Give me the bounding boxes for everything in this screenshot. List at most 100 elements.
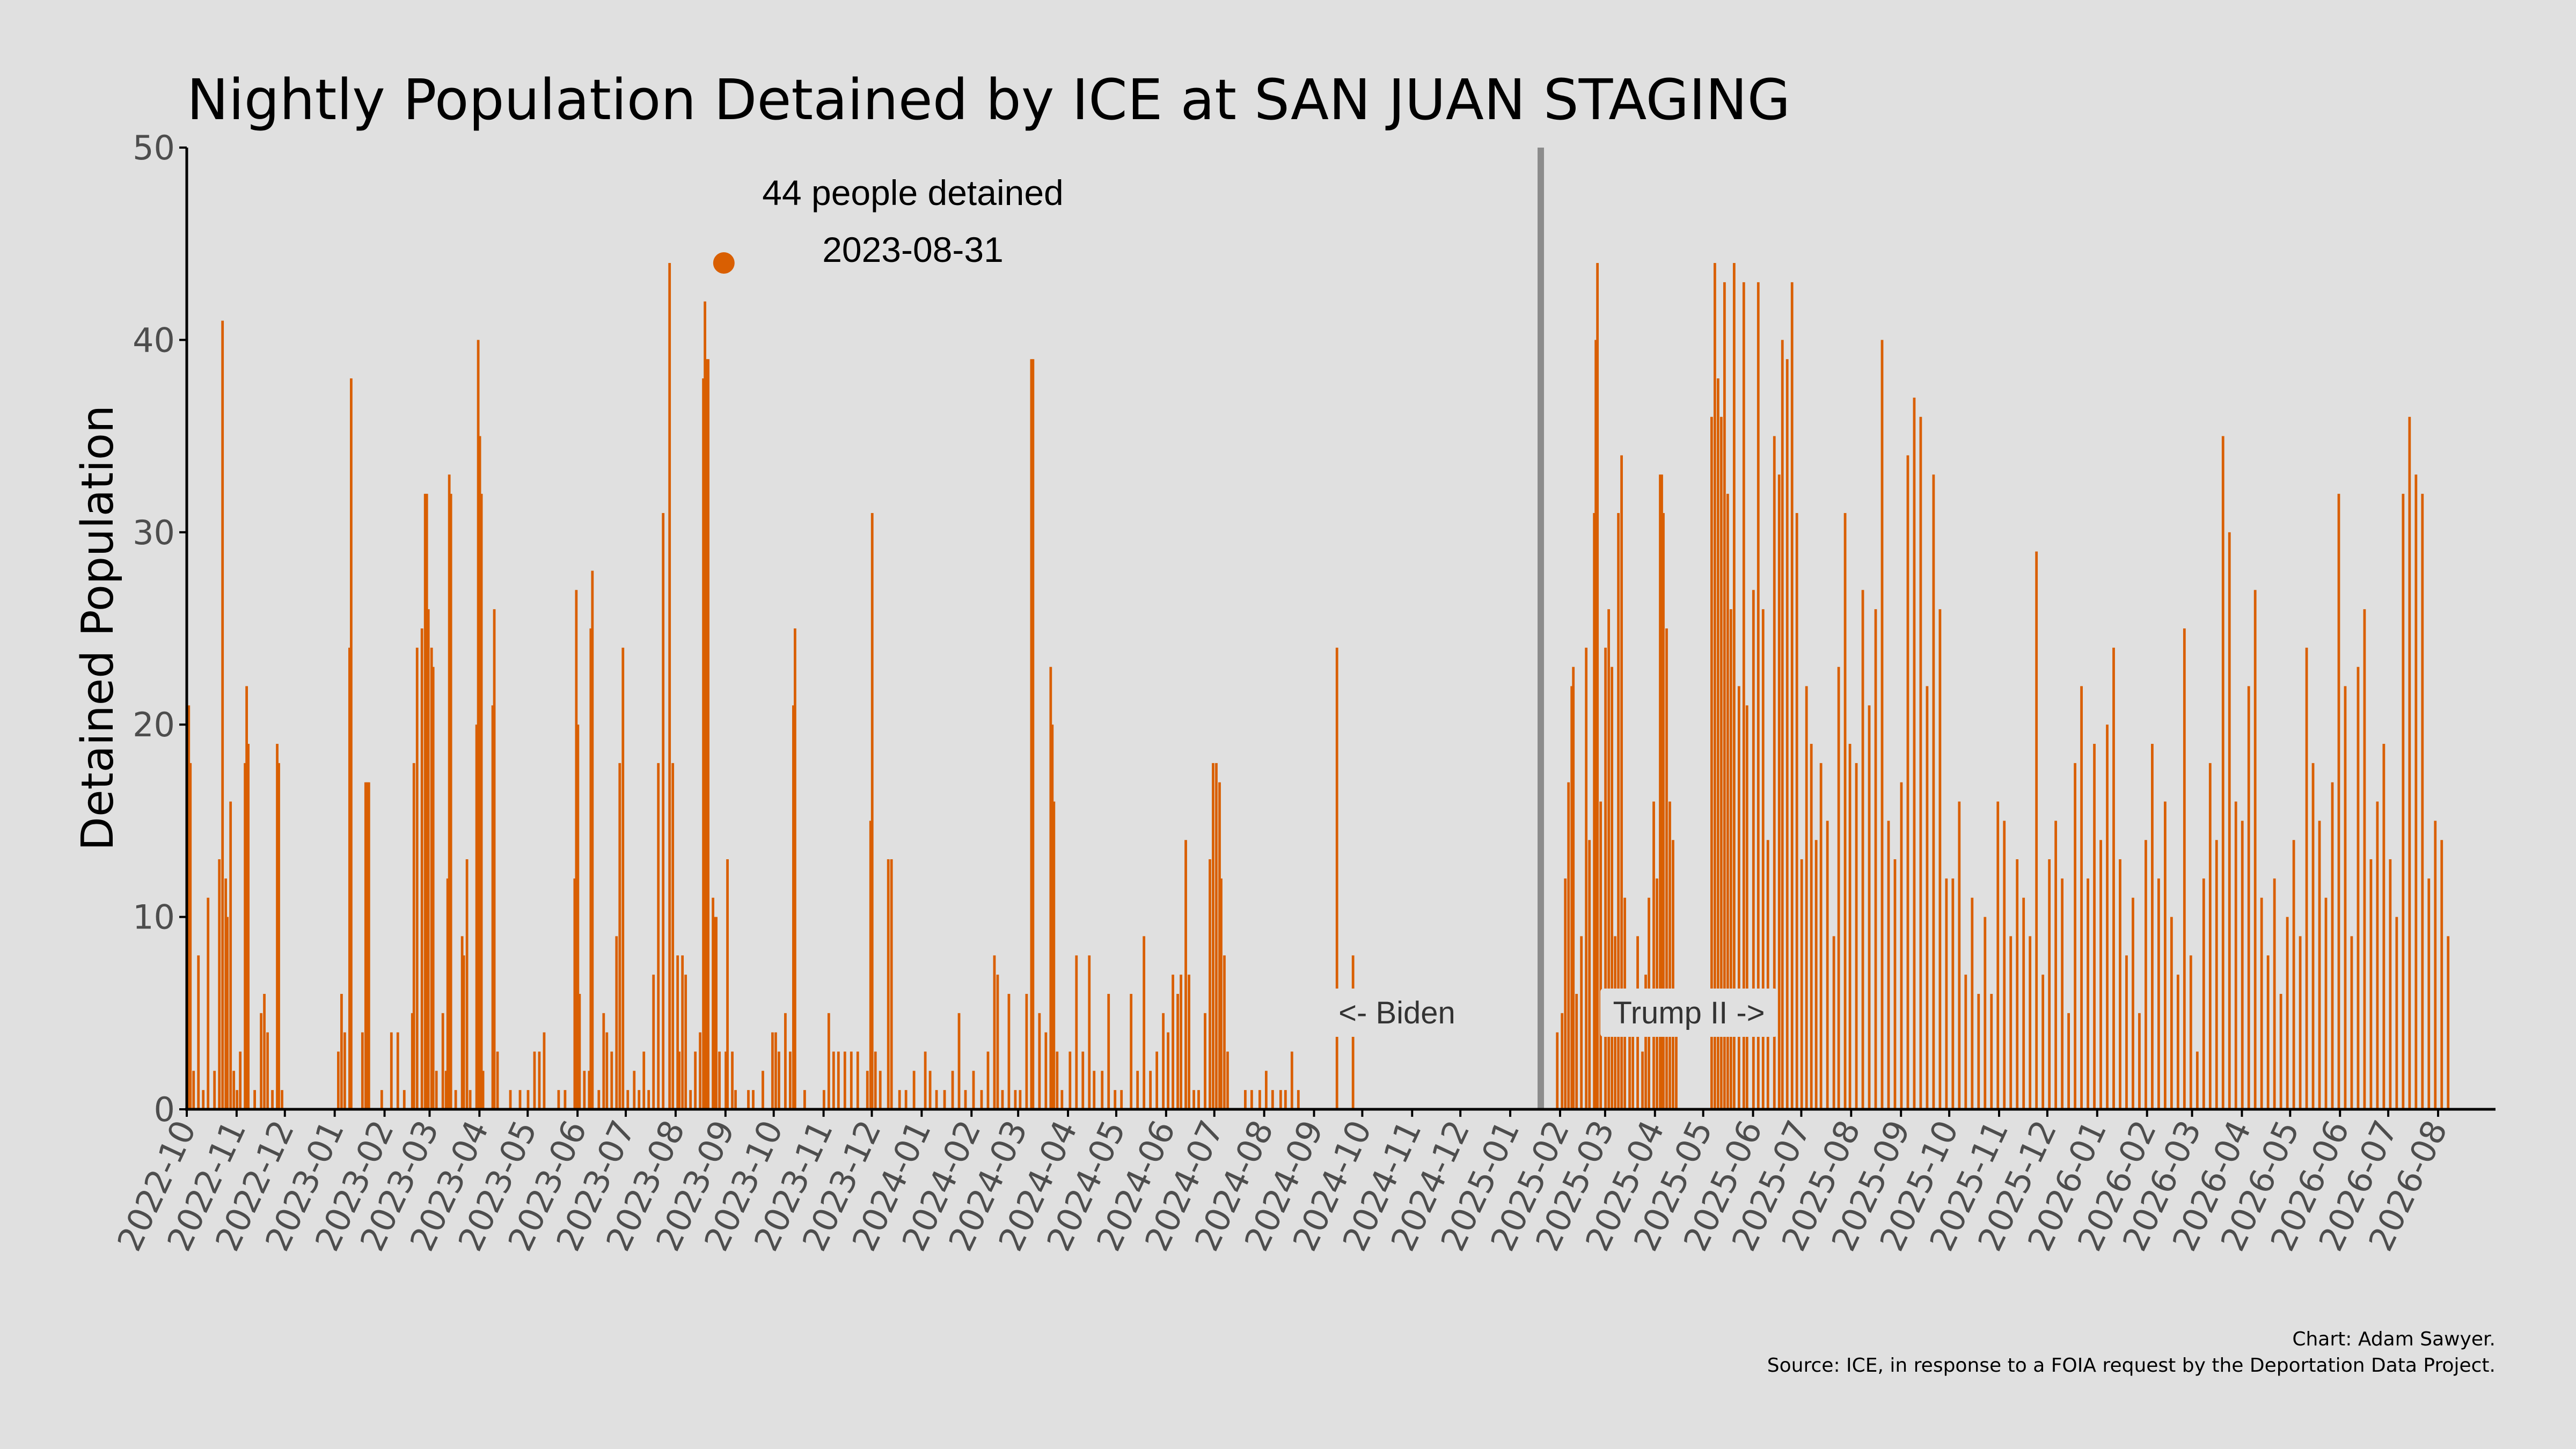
bar [1665,628,1668,1109]
bar [1631,1013,1634,1109]
bar [496,1051,499,1109]
y-tick-label: 10 [133,898,175,937]
bar [402,1090,406,1109]
bar [412,763,415,1109]
bar [1162,1013,1165,1109]
bar [1958,801,1961,1109]
bar [441,1013,444,1109]
bar [2376,801,2379,1109]
bar [2402,494,2405,1109]
bar [1726,494,1729,1109]
bar [232,1071,236,1109]
bar [827,1013,830,1109]
bar [281,1090,283,1109]
bar [1848,744,1851,1109]
y-tick-label: 40 [133,320,175,360]
bar [752,1090,755,1109]
bar [1258,1090,1261,1109]
bar [481,1071,485,1109]
bar [1007,993,1011,1109]
bar [2221,436,2224,1109]
bar [526,1090,530,1109]
bar [2299,936,2302,1109]
bar [1556,1032,1559,1109]
bar [1913,397,1916,1110]
bar [427,609,430,1109]
bar [1729,609,1732,1109]
bar [2119,859,2121,1109]
y-axis-ticks: 0 10 20 30 40 50 [133,128,187,1129]
bar [1868,705,1871,1109]
bar [2157,878,2160,1109]
bar [1561,1013,1564,1109]
bar [197,955,200,1109]
bar [866,1071,869,1109]
bar [2318,821,2321,1109]
peak-annotation-date: 2023-08-31 [822,230,1004,269]
bar [189,763,192,1109]
chart-title: Nightly Population Detained by ICE at SA… [187,67,1790,133]
bar [229,801,232,1109]
bar [431,667,435,1109]
bar [972,1071,975,1109]
bar [615,936,618,1109]
bar [477,340,480,1109]
bar [1668,801,1671,1109]
bar [1335,647,1338,1109]
bar [2389,859,2392,1109]
bar [879,1071,882,1109]
bar [247,744,250,1109]
bar [2208,763,2212,1109]
bar [1945,878,1948,1109]
bar [1120,1090,1123,1109]
bar [1184,840,1187,1109]
bar [1192,1090,1195,1109]
bar [1580,936,1583,1109]
bar [276,744,279,1109]
bar [1855,763,1858,1109]
bar [774,1032,777,1109]
bar [253,1090,256,1109]
bar [575,590,578,1109]
bar [2003,821,2006,1109]
bar [762,1071,764,1109]
bar [747,1090,750,1109]
bar [2357,667,2360,1109]
bar [415,647,419,1109]
bar [576,724,580,1109]
bar [411,1013,414,1109]
bar [390,1032,393,1109]
bar [2279,993,2282,1109]
bar [1136,1071,1139,1109]
bar [1781,340,1784,1109]
trump-label: Trump II -> [1613,996,1765,1030]
bar [1218,782,1221,1109]
bar [1056,1051,1059,1109]
bar [718,1051,721,1109]
bar [1172,975,1174,1109]
bar [731,1051,734,1109]
bar [1176,993,1179,1109]
bar [218,859,221,1109]
bar [2369,859,2373,1109]
bar [2145,840,2147,1109]
bar [557,1090,560,1109]
bar [1572,667,1575,1109]
bar [1180,975,1182,1109]
bar [1570,686,1574,1109]
bar [1971,897,1974,1109]
bar [1832,936,1835,1109]
bar [2247,686,2250,1109]
bar [1271,1090,1274,1109]
bar [244,763,247,1109]
bar [343,1032,346,1109]
bar [2395,917,2398,1109]
bar [2337,494,2340,1109]
bar [1031,359,1035,1109]
bar [1001,1090,1004,1109]
bar [1617,513,1620,1110]
bar [2170,917,2173,1109]
bar [1644,975,1647,1109]
bar [1596,263,1599,1109]
bar [271,1090,274,1109]
